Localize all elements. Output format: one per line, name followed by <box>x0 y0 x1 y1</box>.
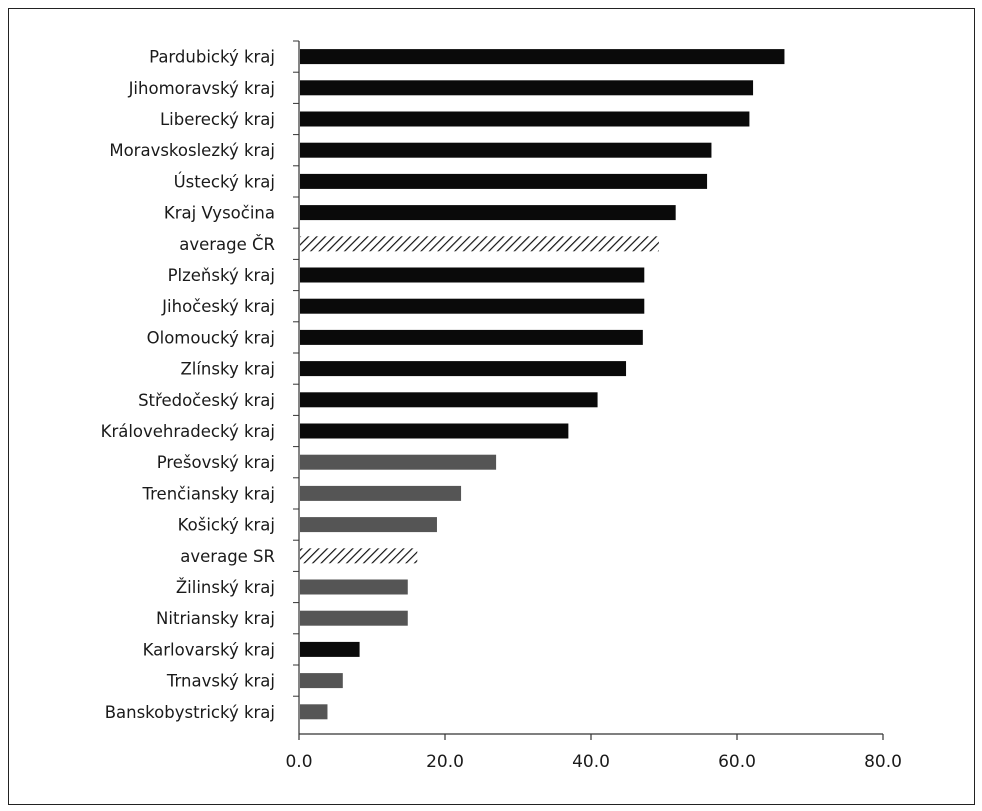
category-label: Trnavský kraj <box>166 672 275 691</box>
x-tick-label: 20.0 <box>426 752 464 772</box>
bars <box>300 49 785 720</box>
bar-sk-region <box>300 673 343 689</box>
bar-sk-region <box>300 579 408 595</box>
category-label: Žilinský kraj <box>176 578 275 597</box>
bar-cz-region <box>300 173 708 189</box>
bar-cz-region <box>300 267 645 283</box>
bar-cz-region <box>300 205 676 221</box>
category-label: Zlínsky kraj <box>180 360 275 379</box>
bar-cz-region <box>300 298 645 314</box>
category-label: Olomoucký kraj <box>147 328 275 347</box>
category-label: Liberecký kraj <box>160 110 275 129</box>
category-labels: Pardubický kraj Jihomoravský kraj Libereck… <box>101 48 275 722</box>
bar-sk-region <box>300 517 437 533</box>
bar-cz-region <box>300 111 750 127</box>
x-axis-ticks: 0.0 20.0 40.0 60.0 80.0 <box>285 40 902 772</box>
x-tick-label: 80.0 <box>864 752 902 772</box>
x-tick-label: 60.0 <box>718 752 756 772</box>
bar-cz-region <box>300 80 754 96</box>
category-label: Nitriansky kraj <box>156 609 275 628</box>
category-label: Ústecký kraj <box>174 172 275 191</box>
category-label: Pardubický kraj <box>149 48 275 67</box>
category-label: Královehradecký kraj <box>101 422 275 441</box>
category-label: Košický kraj <box>178 516 275 535</box>
category-label: Karlovarský kraj <box>143 640 275 659</box>
category-label: Jihočeský kraj <box>161 297 275 316</box>
bar-average <box>300 548 418 564</box>
bar-sk-region <box>300 610 408 626</box>
category-label: Banskobystrický kraj <box>105 703 275 722</box>
bar-sk-region <box>300 454 497 470</box>
category-label: Moravskoslezký kraj <box>109 141 275 160</box>
bar-sk-region <box>300 485 462 501</box>
chart-frame: Pardubický kraj Jihomoravský kraj Libereck… <box>8 8 975 805</box>
bar-cz-region <box>300 641 360 657</box>
bar-average <box>300 236 659 252</box>
category-label: Středočeský kraj <box>138 391 275 410</box>
bar-cz-region <box>300 423 569 439</box>
bar-chart: Pardubický kraj Jihomoravský kraj Libereck… <box>101 40 902 772</box>
bar-cz-region <box>300 49 785 65</box>
category-label: Jihomoravský kraj <box>128 79 275 98</box>
bar-cz-region <box>300 142 712 158</box>
x-tick-label: 40.0 <box>572 752 610 772</box>
x-tick-label: 0.0 <box>285 752 312 772</box>
bar-cz-region <box>300 329 643 345</box>
category-label: Prešovský kraj <box>157 453 275 472</box>
category-label: average ČR <box>179 235 275 254</box>
category-label: Kraj Vysočina <box>164 204 275 223</box>
bar-cz-region <box>300 361 627 377</box>
category-label: Trenčiansky kraj <box>141 484 275 503</box>
category-label: average SR <box>180 547 275 566</box>
bar-sk-region <box>300 704 328 720</box>
category-label: Plzeňský kraj <box>168 266 275 285</box>
bar-cz-region <box>300 392 598 408</box>
